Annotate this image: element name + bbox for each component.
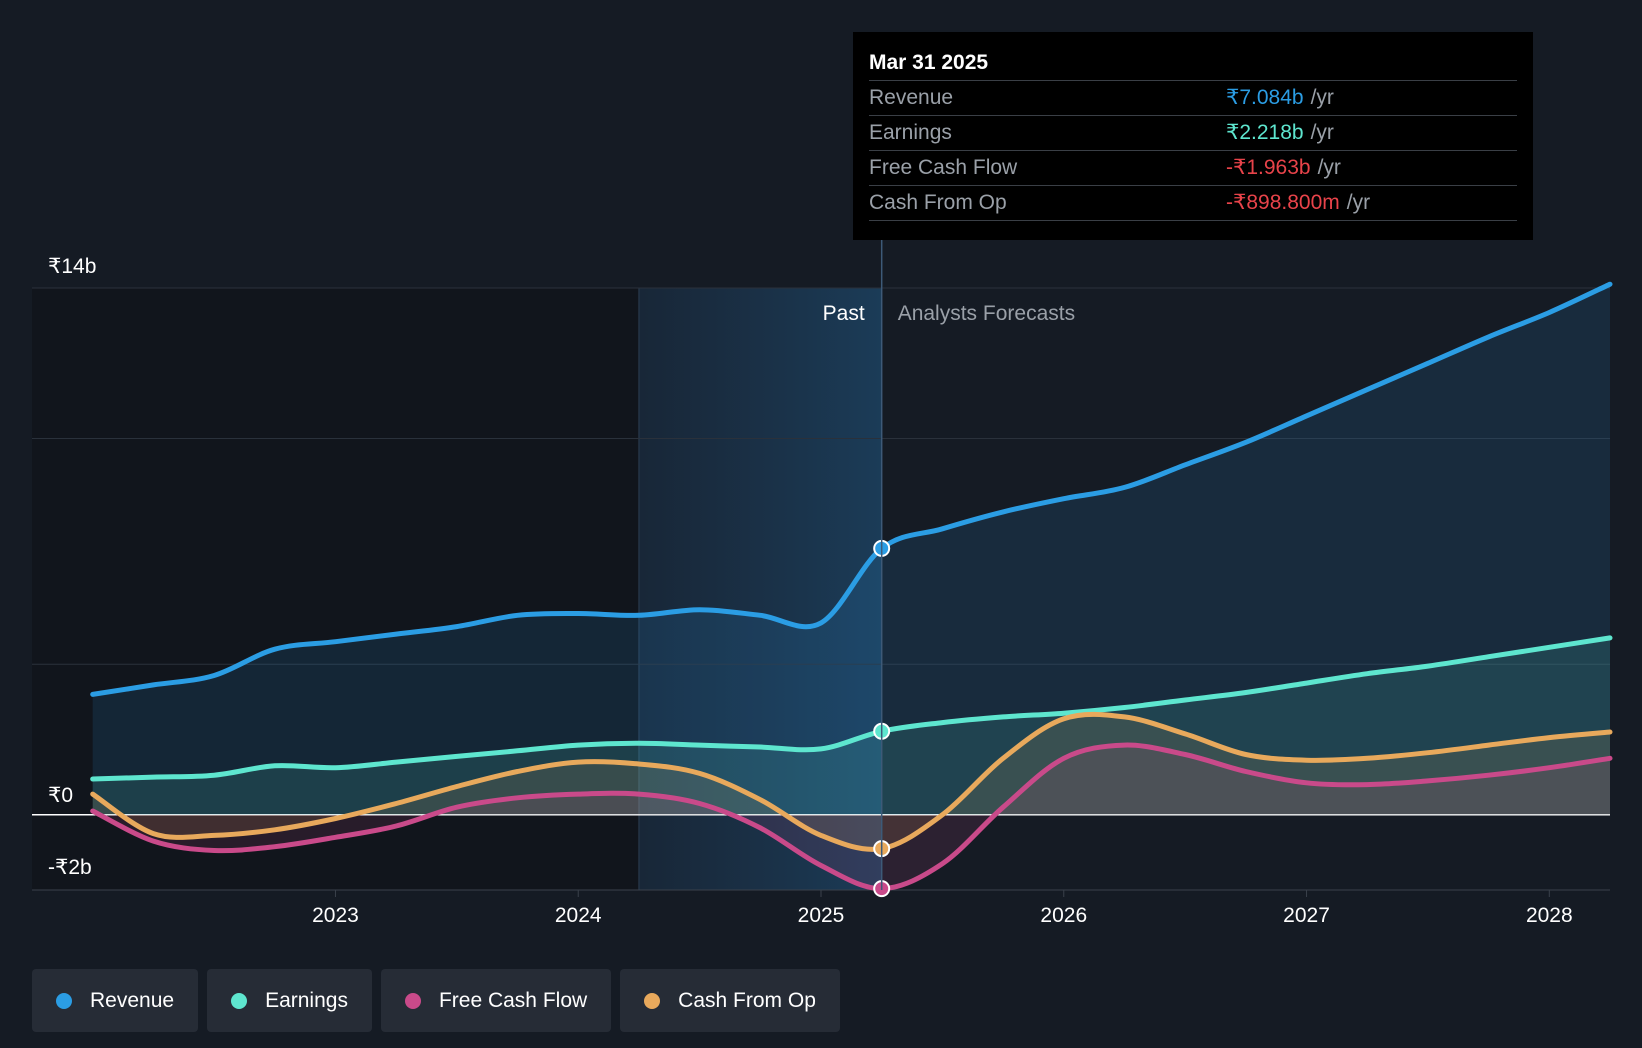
tooltip-value: -₹898.800m	[1226, 191, 1340, 214]
revenue-line	[90, 281, 1613, 697]
earnings-dot-icon	[231, 992, 248, 1009]
tooltip-label: Earnings	[869, 121, 952, 144]
y-tick-label: -₹2b	[48, 856, 92, 879]
tooltip-row-earnings: Earnings ₹2.218b /yr	[869, 116, 1517, 151]
x-tick-label: 2027	[1283, 904, 1330, 927]
x-tick-label: 2023	[312, 904, 359, 927]
tooltip-unit: /yr	[1310, 121, 1334, 144]
legend-item-cash-from-op[interactable]: Cash From Op	[620, 969, 840, 1032]
earnings-line	[90, 635, 1613, 782]
tooltip-row-free-cash-flow: Free Cash Flow -₹1.963b /yr	[869, 151, 1517, 186]
legend: Revenue Earnings Free Cash Flow Cash Fro…	[32, 969, 840, 1032]
legend-item-revenue[interactable]: Revenue	[32, 969, 199, 1032]
highlight-band	[638, 288, 882, 890]
free-cash-flow-line	[90, 742, 1613, 892]
legend-label: Cash From Op	[678, 988, 816, 1012]
tooltip-label: Revenue	[869, 86, 954, 109]
legend-item-earnings[interactable]: Earnings	[207, 969, 372, 1032]
free-cash-flow-area	[92, 745, 1611, 889]
tooltip-label: Free Cash Flow	[869, 156, 1018, 179]
x-tick-label: 2024	[555, 904, 602, 927]
tooltip-value: ₹2.218b	[1226, 121, 1304, 144]
cash-from-op-dot-icon	[644, 992, 661, 1009]
chart: ₹14b ₹0 -₹2b 2023 2024 2025 2026 2027 2028 Past An…	[32, 240, 1613, 927]
legend-label: Free Cash Flow	[438, 988, 588, 1012]
y-tick-label: ₹0	[48, 784, 73, 807]
x-tick-label: 2025	[798, 904, 845, 927]
tooltip-value: -₹1.963b	[1226, 156, 1311, 179]
tooltip-unit: /yr	[1317, 156, 1341, 179]
forecast-label: Analysts Forecasts	[898, 302, 1075, 325]
revenue-area	[92, 284, 1611, 815]
tooltip-label: Cash From Op	[869, 191, 1007, 214]
tooltip: Mar 31 2025 Revenue ₹7.084b /yr Earnings…	[853, 32, 1533, 240]
tooltip-unit: /yr	[1346, 191, 1371, 214]
legend-label: Revenue	[90, 988, 175, 1012]
x-tick-label: 2026	[1040, 904, 1087, 927]
revenue-dot-icon	[56, 992, 72, 1009]
free-cash-flow-dot-icon	[404, 992, 421, 1009]
x-tick-label: 2028	[1526, 904, 1573, 927]
past-region	[32, 288, 639, 890]
tooltip-row-revenue: Revenue ₹7.084b /yr	[869, 81, 1517, 116]
tooltip-date: Mar 31 2025	[869, 46, 1517, 81]
tooltip-unit: /yr	[1310, 86, 1334, 109]
legend-label: Earnings	[265, 988, 348, 1012]
tooltip-row-cash-from-op: Cash From Op -₹898.800m /yr	[869, 186, 1517, 221]
cash-from-op-line	[90, 711, 1613, 852]
earnings-area	[92, 637, 1611, 815]
tooltip-value: ₹7.084b	[1226, 86, 1304, 109]
y-tick-label: ₹14b	[48, 255, 96, 278]
past-label: Past	[823, 302, 865, 325]
legend-item-free-cash-flow[interactable]: Free Cash Flow	[380, 969, 612, 1032]
